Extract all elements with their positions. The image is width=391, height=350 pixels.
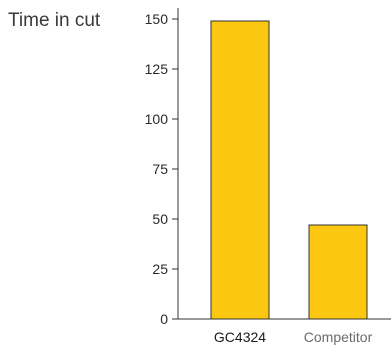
y-axis-label: Time in cut	[8, 10, 101, 31]
y-tick-label: 125	[145, 61, 169, 77]
y-tick-label: 75	[152, 161, 168, 177]
x-tick-label: Competitor	[304, 329, 373, 345]
bar-competitor	[308, 224, 368, 320]
bar-gc4324	[210, 20, 270, 320]
x-axis: GC4324 Competitor	[178, 318, 391, 345]
x-tick-label: GC4324	[214, 329, 266, 345]
y-axis: 0 25 50 75 100 125 150	[145, 8, 179, 327]
bars-group	[210, 20, 368, 320]
y-tick-label: 25	[152, 261, 168, 277]
y-tick-label: 50	[152, 211, 168, 227]
y-tick-label: 150	[145, 11, 169, 27]
y-tick-label: 100	[145, 111, 169, 127]
y-tick-label: 0	[160, 311, 168, 327]
